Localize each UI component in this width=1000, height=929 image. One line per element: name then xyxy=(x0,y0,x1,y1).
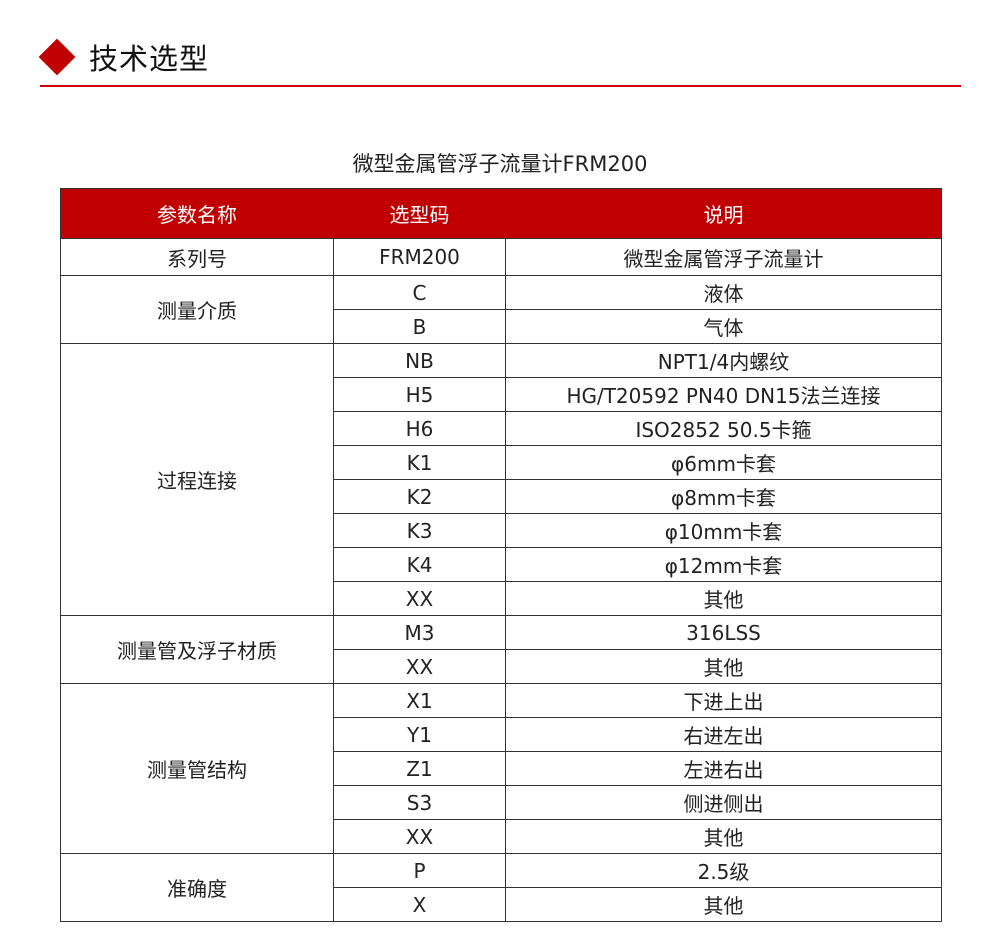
table-row: Y1 右进左出 xyxy=(61,717,942,752)
desc-cell: 316LSS xyxy=(505,615,942,650)
desc-cell: 2.5级 xyxy=(505,853,942,888)
desc-cell: φ6mm卡套 xyxy=(505,445,942,480)
code-cell: XX xyxy=(333,819,506,854)
table-row: Z1 左进右出 xyxy=(61,751,942,786)
desc-cell: φ10mm卡套 xyxy=(505,513,942,548)
table-row: K1 φ6mm卡套 xyxy=(61,445,942,480)
code-cell: H5 xyxy=(333,377,506,412)
desc-cell: 其他 xyxy=(505,649,942,684)
desc-cell: 其他 xyxy=(505,581,942,616)
table-title: 微型金属管浮子流量计FRM200 xyxy=(352,152,648,176)
table-row: XX 其他 xyxy=(61,819,942,854)
desc-cell: 侧进侧出 xyxy=(505,785,942,820)
table-header-row: 参数名称 选型码 说明 xyxy=(60,188,942,239)
selection-table: 参数名称 选型码 说明 系列号 FRM200 微型金属管浮子流量计 测量介质 C 液体 B 气… xyxy=(60,188,942,922)
table-row: 测量介质 C 液体 xyxy=(60,275,942,344)
code-cell: H6 xyxy=(333,411,506,446)
table-row: XX 其他 xyxy=(61,649,942,684)
code-cell: S3 xyxy=(333,785,506,820)
code-cell: K4 xyxy=(333,547,506,582)
code-cell: C xyxy=(333,275,506,310)
table-row: K2 φ8mm卡套 xyxy=(61,479,942,514)
param-name-cell: 过程连接 xyxy=(60,343,334,616)
code-cell: K1 xyxy=(333,445,506,480)
table-row: K3 φ10mm卡套 xyxy=(61,513,942,548)
desc-cell: 气体 xyxy=(505,309,942,344)
code-cell: Z1 xyxy=(333,751,506,786)
table-row: H5 HG/T20592 PN40 DN15法兰连接 xyxy=(61,377,942,412)
code-cell: K3 xyxy=(333,513,506,548)
table-row: 过程连接 NB NPT1/4内螺纹 xyxy=(60,343,942,616)
section-title: 技术选型 xyxy=(89,42,210,76)
divider xyxy=(40,85,961,87)
code-cell: XX xyxy=(333,581,506,616)
desc-cell: 左进右出 xyxy=(505,751,942,786)
param-name-cell: 测量管结构 xyxy=(60,683,334,854)
param-name-cell: 准确度 xyxy=(60,853,334,922)
table-row: X 其他 xyxy=(61,887,942,922)
param-name-cell: 系列号 xyxy=(60,238,334,276)
header-param: 参数名称 xyxy=(60,188,334,239)
desc-cell: 其他 xyxy=(505,887,942,922)
desc-cell: 微型金属管浮子流量计 xyxy=(505,238,942,276)
code-cell: K2 xyxy=(333,479,506,514)
desc-cell: φ8mm卡套 xyxy=(505,479,942,514)
code-cell: B xyxy=(333,309,506,344)
desc-cell: 下进上出 xyxy=(505,683,942,718)
code-cell: XX xyxy=(333,649,506,684)
desc-cell: HG/T20592 PN40 DN15法兰连接 xyxy=(505,377,942,412)
table-row: 测量管及浮子材质 M3 316LSS xyxy=(60,615,942,684)
desc-cell: φ12mm卡套 xyxy=(505,547,942,582)
desc-cell: 其他 xyxy=(505,819,942,854)
code-cell: FRM200 xyxy=(333,238,506,276)
code-cell: X xyxy=(333,887,506,922)
code-cell: M3 xyxy=(333,615,506,650)
table-row: 准确度 P 2.5级 xyxy=(60,853,942,922)
table-row: B 气体 xyxy=(61,309,942,344)
code-cell: Y1 xyxy=(333,717,506,752)
desc-cell: 液体 xyxy=(505,275,942,310)
param-name-cell: 测量介质 xyxy=(60,275,334,344)
desc-cell: ISO2852 50.5卡箍 xyxy=(505,411,942,446)
diamond-icon xyxy=(38,38,76,76)
desc-cell: 右进左出 xyxy=(505,717,942,752)
code-cell: P xyxy=(333,853,506,888)
header-code: 选型码 xyxy=(333,188,506,239)
table-row: 测量管结构 X1 下进上出 xyxy=(60,683,942,854)
code-cell: NB xyxy=(333,343,506,378)
code-cell: X1 xyxy=(333,683,506,718)
param-name-cell: 测量管及浮子材质 xyxy=(60,615,334,684)
header-desc: 说明 xyxy=(505,188,942,239)
table-row: 系列号 FRM200 微型金属管浮子流量计 xyxy=(60,238,942,276)
desc-cell: NPT1/4内螺纹 xyxy=(505,343,942,378)
